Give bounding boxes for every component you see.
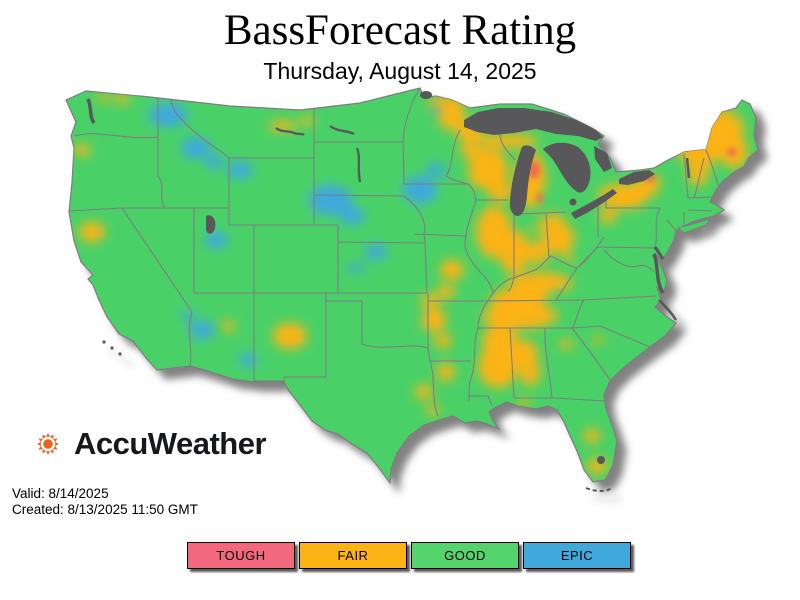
legend-good: GOOD (411, 542, 519, 569)
great-lakes (206, 91, 655, 464)
rating-legend: TOUGH FAIR GOOD EPIC (187, 542, 635, 569)
legend-tough: TOUGH (187, 542, 295, 569)
forecast-date: Thursday, August 14, 2025 (263, 58, 537, 84)
accuweather-logo: AccuWeather (28, 424, 267, 464)
lake-okeechobee (597, 456, 605, 464)
map-land (65, 87, 759, 492)
legend-fair: FAIR (299, 542, 407, 569)
brand-wordmark: AccuWeather (74, 426, 267, 461)
legend-epic: EPIC (523, 542, 631, 569)
map-meta: Valid: 8/14/2025 Created: 8/13/2025 11:5… (12, 486, 198, 518)
sun-icon (37, 433, 59, 455)
rivers-bays (86, 98, 691, 321)
legend-good-label: GOOD (444, 548, 486, 563)
tough-rating-spots (528, 148, 737, 203)
legend-tough-label: TOUGH (216, 548, 266, 563)
page-title: BassForecast Rating (223, 7, 577, 54)
state-borders (68, 88, 720, 417)
good-rating-patches (461, 190, 662, 358)
coastal-islands (102, 218, 712, 492)
great-salt-lake (206, 215, 216, 234)
legend-fair-label: FAIR (337, 548, 369, 563)
created-date: Created: 8/13/2025 11:50 GMT (12, 502, 198, 518)
valid-date: Valid: 8/14/2025 (12, 486, 109, 501)
legend-epic-label: EPIC (560, 548, 594, 563)
